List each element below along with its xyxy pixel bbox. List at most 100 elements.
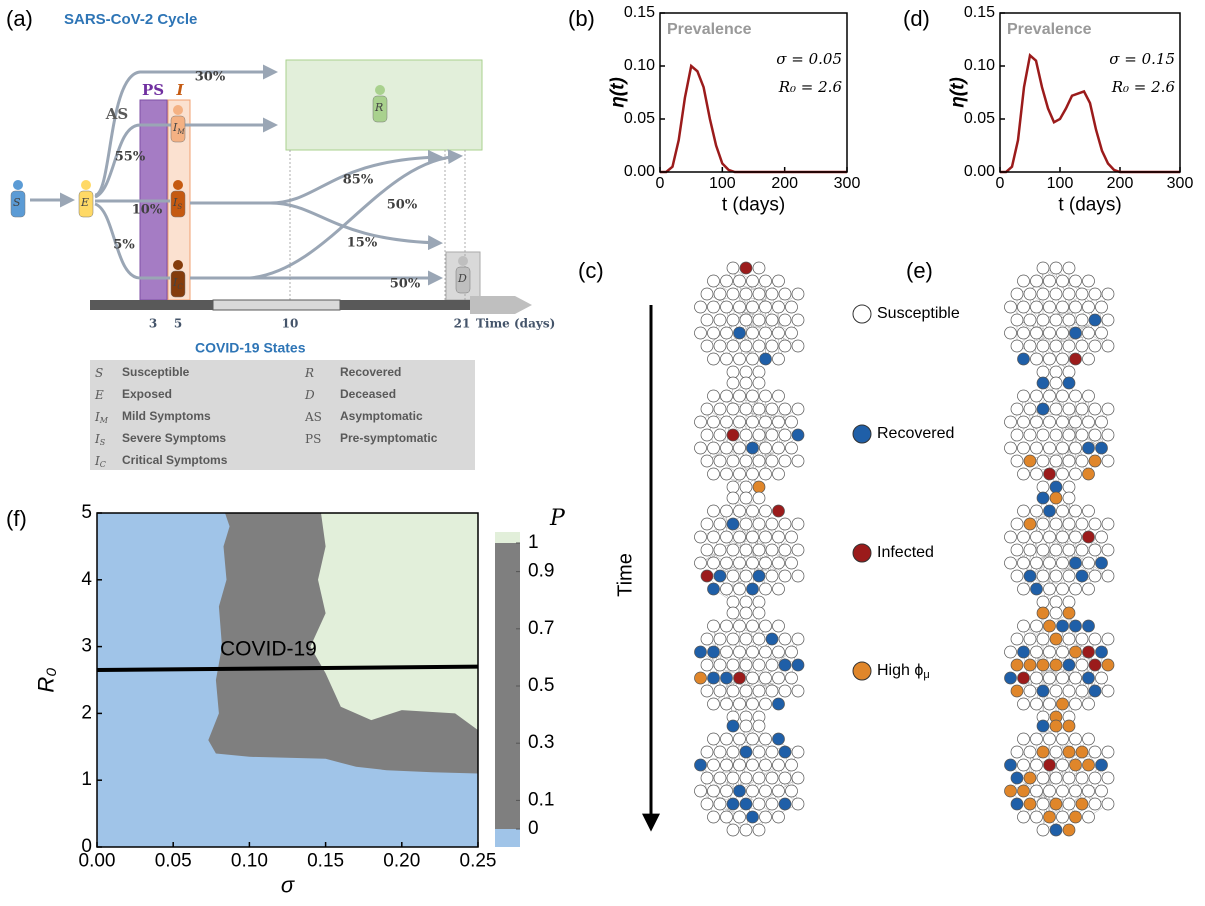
network-node <box>1095 530 1108 544</box>
network-node <box>772 671 785 685</box>
colorbar-tick-label: 1 <box>528 532 539 553</box>
network-edge <box>1023 523 1031 564</box>
network-node <box>1069 697 1082 711</box>
network-node <box>739 569 753 583</box>
network-node <box>746 326 759 340</box>
network-node <box>772 619 785 633</box>
network-node <box>1036 261 1050 275</box>
network-edge <box>1062 638 1070 679</box>
network-node <box>1056 530 1069 544</box>
network-node <box>1004 784 1017 798</box>
network-node <box>759 415 772 429</box>
state-name: Asymptomatic <box>340 409 423 423</box>
network-edge <box>1075 651 1083 692</box>
network-edge <box>1029 536 1037 577</box>
network-node <box>720 300 733 314</box>
network-node <box>1062 365 1076 379</box>
network-node <box>1082 326 1095 340</box>
network-node <box>746 504 759 518</box>
network-node <box>726 606 740 620</box>
legend-label-main: Susceptible <box>877 305 960 322</box>
network-node <box>726 719 740 733</box>
network-edge <box>1075 510 1096 551</box>
network-node <box>1056 732 1069 746</box>
network-node <box>726 632 740 646</box>
network-edge <box>1042 447 1076 488</box>
network-node <box>707 645 720 659</box>
network-edge <box>726 664 747 705</box>
network-node <box>1088 569 1102 583</box>
network-node <box>772 415 785 429</box>
annotation: R₀ = 2.6 <box>1111 78 1176 96</box>
network-node <box>739 376 753 390</box>
network-node <box>739 402 753 416</box>
network-node <box>765 797 779 811</box>
network-node <box>1010 517 1024 531</box>
network-node <box>746 274 759 288</box>
network-node <box>759 697 772 711</box>
network-node <box>785 784 798 798</box>
network-edge <box>1081 764 1102 805</box>
person-body <box>372 95 388 123</box>
network-edge <box>1023 651 1109 692</box>
network-edge <box>1055 306 1089 347</box>
annotation: Prevalence <box>667 21 752 38</box>
network-node <box>694 758 707 772</box>
network-node <box>720 415 733 429</box>
network-node <box>778 632 792 646</box>
network-node <box>1004 645 1017 659</box>
network-node <box>707 732 720 746</box>
network-node <box>707 784 720 798</box>
person-head <box>81 180 91 190</box>
network-node <box>1062 719 1076 733</box>
network-node <box>1017 352 1030 366</box>
network <box>1004 606 1115 724</box>
network-node <box>1010 569 1024 583</box>
network-edge <box>1055 738 1089 779</box>
network-node <box>1043 530 1056 544</box>
network-edge <box>1023 777 1057 818</box>
network-edge <box>732 434 779 475</box>
network-node <box>1069 645 1082 659</box>
node-label: IC <box>172 276 183 291</box>
x-tick-label: 0.05 <box>155 850 192 871</box>
network-node <box>1062 658 1076 672</box>
network-node <box>1049 454 1063 468</box>
network-edge <box>739 447 760 488</box>
network-node <box>759 441 772 455</box>
network-node <box>739 823 753 837</box>
network-node <box>1082 530 1095 544</box>
legend-label: Susceptible <box>877 305 960 322</box>
network-node <box>759 582 772 596</box>
network <box>694 491 805 609</box>
x-tick-label: 0.10 <box>231 850 268 871</box>
state-symbol: E <box>94 388 104 402</box>
network-node <box>1056 671 1069 685</box>
state-symbol-main: I <box>94 432 100 446</box>
network-node <box>739 491 753 505</box>
y-axis-label: η(t) <box>607 77 628 108</box>
network-node <box>726 569 740 583</box>
transition-label: 55% <box>115 150 146 165</box>
network-edge <box>1055 421 1089 462</box>
network-node <box>1043 415 1056 429</box>
network-node <box>700 745 714 759</box>
network-node <box>1017 326 1030 340</box>
network-node <box>1101 797 1115 811</box>
network-node <box>1069 300 1082 314</box>
network-node <box>707 352 720 366</box>
y-tick-label: 0.05 <box>624 110 655 127</box>
network-node <box>726 287 740 301</box>
network-node <box>772 467 785 481</box>
reference-label: COVID-19 <box>220 638 317 661</box>
network-edge <box>719 421 727 462</box>
network-node <box>1049 376 1063 390</box>
network-node <box>713 684 727 698</box>
network-node <box>1062 745 1076 759</box>
network-node <box>1004 758 1017 772</box>
network-node <box>720 326 733 340</box>
network-node <box>752 797 766 811</box>
network-node <box>1017 758 1030 772</box>
network-node <box>1088 313 1102 327</box>
network-node <box>1017 530 1030 544</box>
